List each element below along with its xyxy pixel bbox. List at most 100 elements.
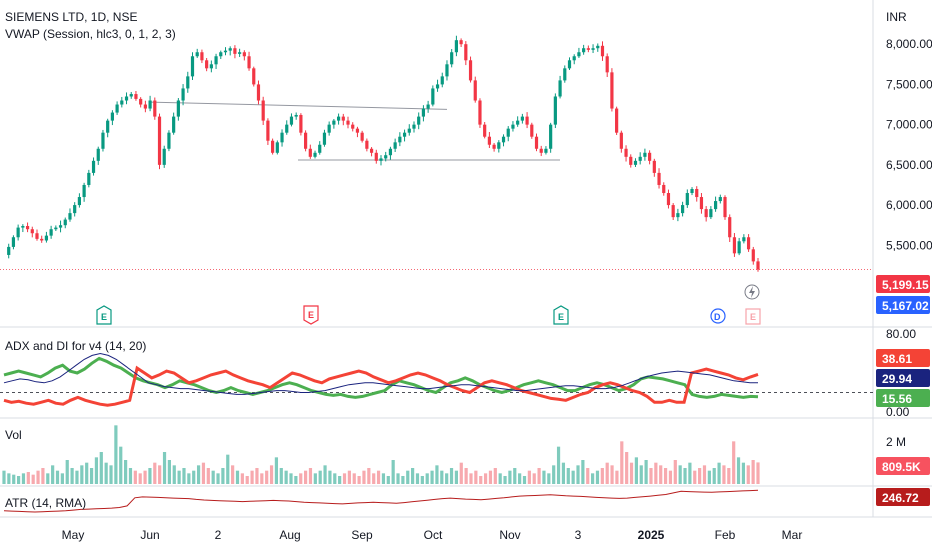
volume-bar <box>182 468 186 484</box>
currency-label[interactable]: INR <box>886 10 907 24</box>
volume-bar <box>561 462 566 484</box>
candle <box>96 146 100 165</box>
volume-bar <box>498 473 502 484</box>
volume-bar <box>55 470 60 484</box>
volume-bar <box>430 470 434 484</box>
candle <box>318 141 322 155</box>
volume-bar <box>2 470 6 484</box>
volume-bar <box>124 460 128 484</box>
earnings-label: E <box>558 312 564 322</box>
time-axis[interactable]: May Jun 2 Aug Sep Oct Nov 3 2025 Feb Mar <box>62 528 803 542</box>
candle <box>351 122 355 132</box>
candle <box>685 189 689 208</box>
candle <box>7 243 11 259</box>
atr-legend[interactable]: ATR (14, RMA) <box>5 496 86 510</box>
candle <box>445 60 449 81</box>
volume-bar <box>435 465 439 484</box>
candle <box>308 144 312 159</box>
earnings-marker[interactable]: E <box>553 305 569 325</box>
lightning-icon[interactable] <box>744 284 760 300</box>
time-axis-label: 2025 <box>638 528 665 542</box>
volume-bar <box>187 473 191 484</box>
volume-bar <box>639 465 643 484</box>
candle <box>11 235 16 250</box>
vwap-legend[interactable]: VWAP (Session, hlc3, 0, 1, 2, 3) <box>5 27 176 41</box>
volume-bar <box>532 473 536 484</box>
adx-axis-tick: 80.00 <box>886 327 916 341</box>
di-plus-tag: 15.56 <box>876 389 930 407</box>
time-axis-label: Feb <box>715 528 736 542</box>
volume-bar <box>449 468 454 484</box>
candle <box>756 257 760 272</box>
adx-legend[interactable]: ADX and DI for v4 (14, 20) <box>5 339 146 353</box>
volume-bar <box>148 468 152 484</box>
earnings-marker[interactable]: E <box>303 305 319 325</box>
candle <box>54 225 58 231</box>
adx-tag: 29.94 <box>876 369 930 387</box>
candle <box>101 129 105 152</box>
candle <box>21 224 25 233</box>
volume-bar <box>629 462 634 484</box>
candle <box>520 113 524 124</box>
candle <box>704 206 708 222</box>
volume-bar <box>250 470 254 484</box>
earnings-marker[interactable]: E <box>96 305 112 325</box>
volume-bar <box>85 462 89 484</box>
volume-bar <box>547 473 551 484</box>
volume-bar <box>610 465 614 484</box>
candle <box>25 222 30 233</box>
earnings-marker[interactable]: E <box>745 308 761 325</box>
volume-bar <box>518 473 522 484</box>
volume-bar <box>386 476 390 484</box>
candle <box>426 100 430 113</box>
candle <box>195 48 199 58</box>
dividend-marker[interactable]: D <box>710 308 726 324</box>
volume-bar <box>235 470 240 484</box>
candle <box>398 132 402 147</box>
candle <box>214 53 218 69</box>
candle <box>365 138 369 152</box>
volume-legend[interactable]: Vol <box>5 428 22 442</box>
volume-bar <box>600 468 604 484</box>
candle <box>256 80 261 105</box>
candle <box>200 49 204 64</box>
volume-bar <box>571 470 575 484</box>
volume-bar <box>70 468 74 484</box>
volume-bar <box>128 468 133 484</box>
volume-bar <box>211 470 215 484</box>
volume-bar <box>620 441 624 484</box>
volume-bar <box>333 473 337 484</box>
volume-bar <box>196 465 201 484</box>
candle <box>162 145 166 168</box>
time-axis-label: 3 <box>575 528 582 542</box>
candle <box>233 45 237 59</box>
volume-tag: 809.5K <box>876 457 930 475</box>
volume-bar <box>741 462 746 484</box>
candle <box>157 113 162 170</box>
candle <box>322 129 327 147</box>
time-axis-label: Aug <box>279 528 300 542</box>
candle <box>110 110 114 126</box>
volume-bar <box>756 462 760 484</box>
price-axis-ticks: 8,000.00 7,500.00 7,000.00 6,500.00 6,000.00… <box>886 37 932 252</box>
price-tick-label: 5,500.00 <box>886 238 932 252</box>
candle <box>582 44 586 55</box>
volume-bar <box>372 473 376 484</box>
candle <box>82 182 86 202</box>
resistance-trendline[interactable] <box>149 101 448 110</box>
candle <box>219 50 223 60</box>
candle <box>742 234 746 244</box>
candle <box>643 148 647 161</box>
volume-bar <box>153 462 157 484</box>
volume-bar <box>80 465 84 484</box>
volume-bar <box>201 462 206 484</box>
volume-bar <box>304 470 308 484</box>
volume-bar <box>698 468 702 484</box>
volume-bar <box>158 465 162 484</box>
volume-bar <box>26 472 30 484</box>
volume-bar <box>678 465 682 484</box>
candle <box>530 122 534 139</box>
candle <box>497 140 501 153</box>
volume-bar <box>527 470 531 484</box>
